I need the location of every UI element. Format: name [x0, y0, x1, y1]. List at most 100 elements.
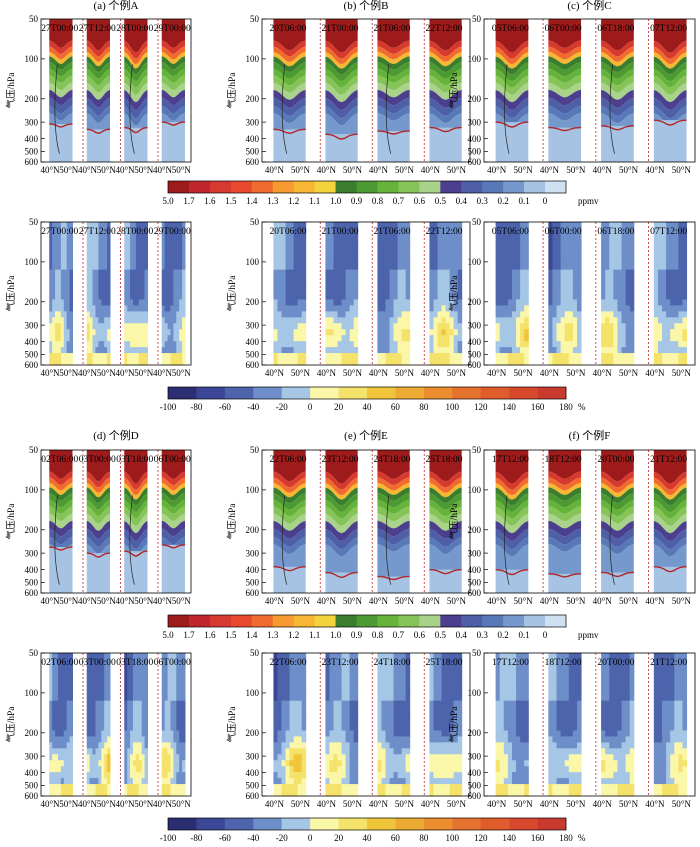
panel-frame — [483, 221, 696, 366]
anomaly-cell — [179, 287, 183, 294]
ozone-band — [548, 482, 582, 495]
anomaly-cell — [556, 658, 562, 666]
anomaly-cell — [552, 275, 558, 283]
anomaly-cell — [511, 317, 517, 324]
anomaly-cell — [52, 359, 56, 366]
anomaly-cell — [401, 323, 407, 330]
anomaly-cell — [124, 299, 128, 306]
anomaly-cell — [662, 269, 667, 277]
anomaly-cell — [445, 233, 451, 241]
anomaly-cell — [662, 287, 667, 294]
anomaly-cell — [564, 305, 570, 312]
anomaly-cell — [86, 287, 91, 294]
anomaly-cell — [495, 305, 501, 312]
anomaly-cell — [556, 299, 562, 306]
anomaly-cell — [182, 257, 186, 265]
anomaly-cell — [625, 245, 631, 253]
anomaly-cell — [297, 688, 303, 696]
anomaly-cell — [69, 653, 73, 660]
anomaly-cell — [107, 281, 111, 289]
anomaly-cell — [405, 305, 411, 312]
anomaly-cell — [377, 317, 382, 324]
anomaly-cell — [433, 790, 438, 797]
anomaly-cell — [173, 359, 177, 366]
ozone-strip — [429, 450, 462, 593]
anomaly-cell — [548, 251, 553, 259]
ozone-band — [273, 506, 306, 524]
anomaly-cell — [52, 682, 56, 690]
anomaly-cell — [503, 329, 509, 336]
anomaly-cell — [104, 772, 108, 779]
anomaly-cell — [66, 245, 71, 253]
anomaly-cell — [377, 299, 382, 306]
anomaly-cell — [301, 222, 307, 229]
anomaly-cell — [345, 335, 351, 342]
ozone-band — [601, 89, 634, 108]
anomaly-cell — [670, 341, 675, 348]
anomaly-cell — [437, 772, 443, 779]
anomaly-cell — [349, 790, 355, 797]
anomaly-cell — [144, 664, 148, 672]
anomaly-cell — [173, 341, 177, 348]
ozone-band — [161, 75, 185, 91]
ozone-band — [124, 477, 148, 496]
anomaly-cell — [548, 736, 553, 743]
anomaly-cell — [393, 700, 399, 708]
anomaly-cell — [55, 688, 59, 696]
anomaly-cell — [69, 293, 73, 300]
anomaly-cell — [135, 251, 140, 259]
anomaly-cell — [377, 694, 382, 702]
anomaly-cell — [349, 772, 355, 779]
anomaly-cell — [49, 658, 53, 666]
anomaly-cell — [520, 748, 525, 755]
anomaly-cell — [453, 778, 459, 785]
anomaly-cell — [560, 269, 566, 277]
anomaly-cell — [449, 227, 455, 235]
anomaly-cell — [441, 736, 447, 743]
anomaly-cell — [601, 329, 606, 336]
anomaly-cell — [520, 251, 525, 259]
anomaly-cell — [560, 676, 566, 684]
anomaly-cell — [329, 299, 334, 306]
anomaly-cell — [601, 341, 606, 348]
anomaly-cell — [341, 222, 347, 229]
anomaly-cell — [345, 670, 351, 678]
anomaly-cell — [66, 694, 71, 702]
anomaly-cell — [495, 790, 501, 797]
anomaly-cell — [560, 718, 566, 725]
anomaly-cell — [662, 311, 667, 318]
anomaly-cell — [86, 245, 91, 253]
anomaly-cell — [138, 682, 143, 690]
anomaly-cell — [60, 676, 65, 684]
anomaly-cell — [495, 694, 501, 702]
anomaly-cell — [301, 287, 307, 294]
anomaly-cell — [678, 251, 683, 259]
anomaly-cell — [666, 251, 671, 259]
anomaly-cell — [507, 682, 513, 690]
anomaly-cell — [524, 706, 529, 714]
time-label: 05T06:00 — [492, 24, 529, 34]
anomaly-cell — [453, 222, 459, 229]
anomaly-cell — [135, 748, 140, 755]
anomaly-cell — [141, 329, 146, 336]
anomaly-cell — [560, 760, 566, 767]
anomaly-cell — [281, 736, 287, 743]
anomaly-cell — [49, 341, 53, 348]
anomaly-cell — [433, 712, 438, 720]
anomaly-cell — [524, 766, 529, 773]
anomaly-cell — [552, 748, 558, 755]
anomaly-cell — [161, 736, 166, 743]
anomaly-cell — [601, 251, 606, 259]
anomaly-cell — [621, 281, 627, 289]
anomaly-cell — [86, 700, 91, 708]
anomaly-cell — [556, 222, 562, 229]
anomaly-cell — [345, 778, 351, 785]
anomaly-cell — [564, 676, 570, 684]
anomaly-cell — [495, 718, 501, 725]
anomaly-cell — [92, 700, 96, 708]
anomaly-cell — [503, 748, 509, 755]
anomaly-cell — [49, 736, 53, 743]
anomaly-cell — [556, 742, 562, 749]
anomaly-cell — [524, 664, 529, 672]
ozone-band — [124, 471, 148, 490]
